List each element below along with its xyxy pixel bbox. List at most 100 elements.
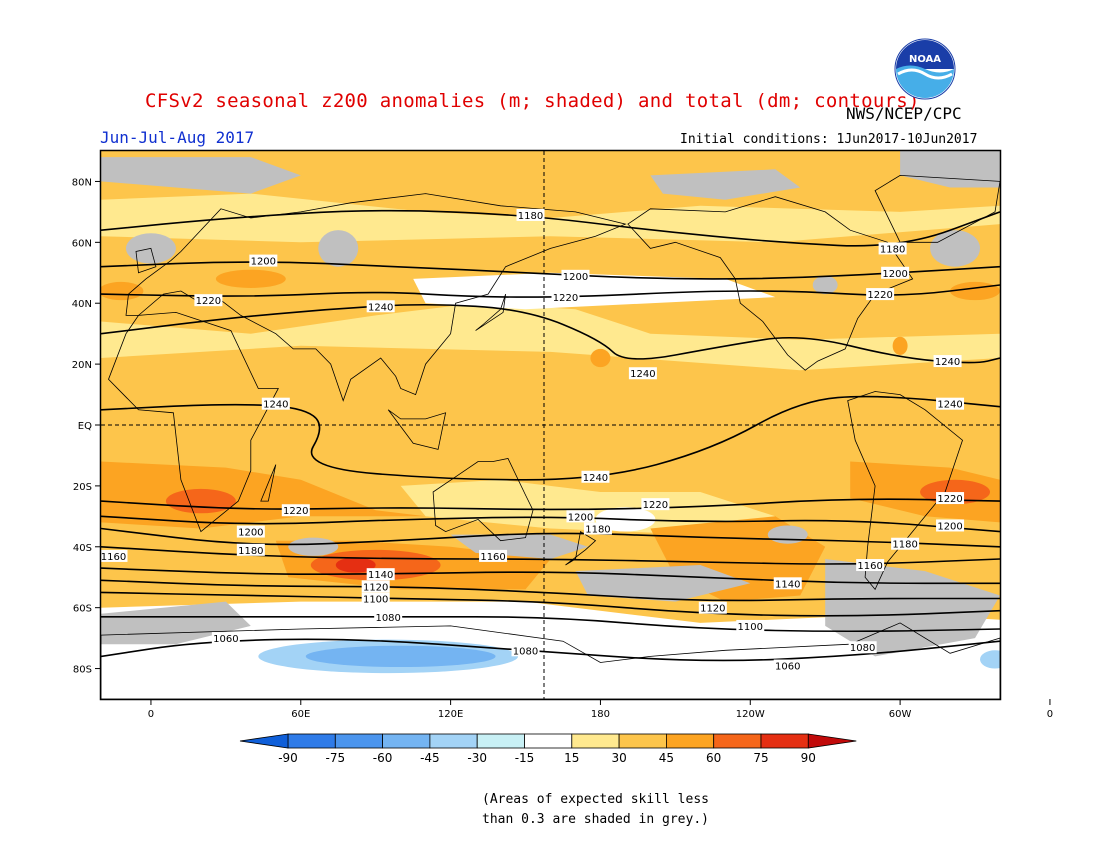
shade-band-north-30 — [101, 303, 1000, 371]
skill-note-line1: (Areas of expected skill less — [482, 792, 709, 807]
contour-label-bg — [936, 492, 965, 505]
legend-level: -30 — [467, 751, 487, 765]
legend-level: 30 — [611, 751, 626, 765]
shade-pos-60-iberia — [101, 281, 144, 301]
contour-label: 1100 — [363, 595, 388, 606]
lat-label: 40N — [72, 299, 92, 310]
contour-label: 1120 — [363, 582, 388, 593]
coastline — [874, 174, 1000, 243]
contour-label-bg — [361, 580, 390, 593]
contour-line — [101, 395, 1000, 481]
lat-label: 20N — [72, 360, 92, 371]
contour-label-bg — [848, 641, 877, 654]
contour-label: 1080 — [375, 613, 400, 624]
forecast-period: Jun-Jul-Aug 2017 — [100, 128, 255, 147]
contour-label: 1200 — [882, 269, 907, 280]
contour-label-bg — [366, 568, 395, 581]
contour-label-bg — [583, 522, 612, 535]
legend-level: -45 — [420, 751, 440, 765]
legend-level: 75 — [753, 751, 768, 765]
contour-label-bg — [933, 355, 962, 368]
contour-label-bg — [561, 269, 590, 282]
contour-label: 1240 — [937, 400, 962, 411]
shade-grey-greenland — [900, 151, 1000, 188]
contour-label: 1240 — [263, 400, 288, 411]
skill-note-line2: than 0.3 are shaded in grey.) — [482, 812, 709, 827]
shade-pos-60-carib — [892, 336, 908, 355]
contour-line — [101, 515, 1000, 533]
contour-label-bg — [511, 644, 540, 657]
legend-level: -15 — [515, 751, 535, 765]
shade-pos-90-sozean — [335, 557, 376, 573]
contour-label-bg — [101, 549, 128, 562]
agency-label: NWS/NCEP/CPC — [846, 104, 962, 123]
figure-title: CFSv2 seasonal z200 anomalies (m; shaded… — [145, 90, 920, 112]
contour-line — [101, 591, 1000, 617]
contour-label: 1200 — [563, 272, 588, 283]
contour-labels: 1060106010801080108011001100112011201140… — [101, 208, 965, 673]
contour-label-bg — [194, 294, 223, 307]
lat-label: 40S — [73, 543, 92, 554]
map-axes: 80N 60N 40N 20N EQ 20S 40S 60S 80S 0 60E 120E 180 120… — [72, 177, 1053, 720]
lat-label: 60N — [72, 238, 92, 249]
contour-label-bg — [566, 510, 595, 523]
lat-label: 80N — [72, 177, 92, 188]
contour-label-bg — [698, 601, 727, 614]
legend-level: 15 — [564, 751, 579, 765]
legend-level: 60 — [706, 751, 721, 765]
legend-arrow-low — [239, 733, 289, 749]
legend-level: 90 — [801, 751, 816, 765]
legend-swatch — [618, 733, 667, 749]
coastline — [135, 247, 157, 274]
legend-swatch — [524, 733, 573, 749]
coastline — [387, 409, 447, 450]
contour-label-bg — [281, 504, 310, 517]
contour-label: 1240 — [583, 473, 608, 484]
contour-label: 1160 — [101, 552, 126, 563]
shade-grey-urals — [318, 230, 359, 267]
contour-label-bg — [628, 367, 657, 380]
contour-line — [101, 498, 1000, 511]
contour-label: 1180 — [880, 244, 905, 255]
shade-pos-60-eurasia — [215, 269, 286, 288]
legend-swatch — [287, 733, 336, 749]
legend-swatch — [429, 733, 478, 749]
noaa-logo: NOAA — [894, 38, 956, 100]
contour-label: 1220 — [643, 500, 668, 511]
contour-label: 1220 — [196, 296, 221, 307]
contour-label-bg — [236, 543, 265, 556]
shade-white-antarctic — [101, 601, 1000, 699]
contour-line — [101, 303, 1000, 364]
contour-label: 1140 — [775, 579, 800, 590]
contour-line — [101, 261, 1000, 280]
contour-label: 1240 — [935, 357, 960, 368]
contour-line — [101, 615, 1000, 633]
legend-swatch — [382, 733, 431, 749]
contour-line — [101, 579, 1000, 602]
shade-neg-45 — [305, 645, 496, 668]
lon-label: 180 — [591, 709, 610, 720]
contour-label-bg — [249, 254, 278, 267]
legend-swatch — [334, 733, 383, 749]
contour-label: 1100 — [738, 622, 763, 633]
contour-label-bg — [516, 208, 545, 221]
contour-label-bg — [366, 300, 395, 313]
contour-label-bg — [866, 288, 895, 301]
lat-label: 80S — [73, 665, 92, 676]
legend-arrow-high — [807, 733, 857, 749]
lon-label: 60E — [291, 709, 310, 720]
shade-pos-75-safrica — [165, 488, 236, 514]
contour-label-bg — [881, 266, 910, 279]
contour-label-bg — [736, 619, 765, 632]
legend-swatch — [760, 733, 809, 749]
contour-line — [101, 527, 1000, 548]
contour-label-bg — [211, 632, 240, 645]
contour-label-bg — [936, 397, 965, 410]
shade-grey-canada — [650, 169, 801, 200]
shade-grey-glakes — [812, 275, 838, 295]
shade-grey-spac2 — [767, 525, 808, 544]
contour-label: 1200 — [937, 521, 962, 532]
contour-label: 1220 — [937, 494, 962, 505]
shade-grey-arctic — [101, 157, 301, 194]
